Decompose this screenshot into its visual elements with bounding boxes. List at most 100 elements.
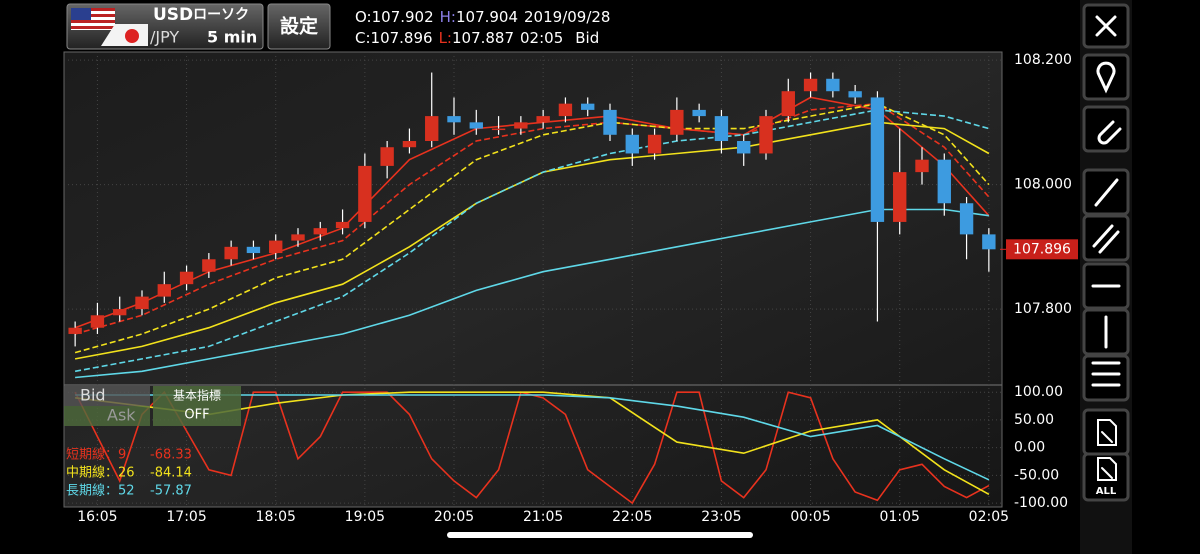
candle-body (380, 147, 394, 166)
candle-body (491, 128, 506, 131)
legend-value: -84.14 (150, 466, 192, 481)
chart-frame (63, 51, 1003, 508)
close-value: 107.896 (371, 29, 433, 47)
x-tick-label: 18:05 (256, 509, 296, 525)
candle-body (514, 122, 528, 129)
y-tick-label: -100.00 (1014, 495, 1068, 511)
candle-body (759, 116, 773, 154)
candle-body (603, 109, 617, 135)
candle-body (425, 116, 439, 142)
settings-button[interactable] (267, 3, 331, 50)
candle-body (135, 296, 149, 310)
candle-body (826, 78, 840, 92)
chart-kind: ローソク (193, 7, 249, 23)
settings-label: 設定 (280, 15, 318, 38)
y-tick-label: 0.00 (1014, 440, 1045, 456)
x-tick-label: 21:05 (523, 509, 563, 525)
x-tick-label: 22:05 (612, 509, 652, 525)
pair-label: USDローソク (153, 5, 249, 25)
candle-body (803, 78, 818, 92)
channel-icon (1092, 224, 1120, 254)
indicator-toggle[interactable] (153, 386, 241, 426)
legend-value: -68.33 (150, 448, 192, 463)
last-price-tag (1006, 239, 1078, 260)
y-tick-label: 50.00 (1014, 412, 1054, 428)
candle-body (937, 159, 951, 204)
candle-body (224, 246, 238, 260)
x-tick-label: 01:05 (880, 509, 920, 525)
y-tick-label: 108.000 (1014, 177, 1072, 193)
candle-body (335, 221, 350, 229)
ask-label: Ask (107, 406, 136, 425)
candle-body (536, 116, 550, 123)
symbol-selector[interactable]: USDローソク /JPY 5 min (66, 3, 264, 50)
candle-body (959, 203, 974, 235)
open-label: O: (355, 8, 372, 26)
candle-body (848, 91, 862, 98)
delete-button[interactable] (1082, 408, 1130, 456)
fib-icon (1091, 361, 1121, 387)
chart-background (64, 52, 1002, 507)
close-icon (1095, 15, 1117, 37)
candle-body (402, 141, 417, 148)
channel-button[interactable] (1082, 214, 1130, 262)
flag-us (71, 8, 115, 30)
candle-body (202, 259, 216, 272)
home-indicator (447, 532, 753, 538)
candle-body (781, 91, 795, 117)
candle-body (447, 116, 461, 123)
last-price-label: 107.896 (1013, 241, 1071, 257)
candle-body (870, 97, 885, 222)
delete-all-icon (1097, 457, 1117, 481)
legend-value: -57.87 (150, 484, 192, 499)
x-tick-label: 20:05 (434, 509, 474, 525)
pair: USD (153, 5, 193, 25)
candle-body (469, 122, 483, 129)
candle-body (157, 284, 171, 297)
candle-body (670, 109, 684, 135)
x-tick-label: 16:05 (77, 509, 117, 525)
x-tick-label: 17:05 (166, 509, 206, 525)
candle-body (558, 103, 573, 117)
quote-currency: /JPY (150, 28, 179, 47)
candle-body (358, 165, 372, 222)
bid-toggle[interactable] (64, 386, 150, 406)
candle-body (179, 271, 194, 285)
candle-body (313, 228, 327, 235)
delete-all-label: ALL (1096, 486, 1117, 497)
line-series (74, 109, 990, 373)
close-label: C: (355, 29, 371, 47)
candle-body (982, 234, 996, 250)
side: Bid (575, 29, 599, 47)
candle-body (647, 134, 662, 154)
candle-body (90, 315, 105, 328)
indicator-state: OFF (184, 408, 209, 423)
y-tick-label: 107.800 (1014, 301, 1072, 317)
x-tick-label: 02:05 (969, 509, 1009, 525)
pin-icon (1096, 61, 1116, 94)
delete-icon (1097, 419, 1117, 446)
low-value: 107.887 (452, 29, 514, 47)
ohlc-row-2: C:107.896 L:107.887 02:05 Bid (355, 29, 599, 47)
y-tick-label: 100.00 (1014, 384, 1063, 400)
candle-body (113, 309, 127, 316)
magnet-icon (1097, 120, 1122, 145)
x-tick-label: 00:05 (790, 509, 830, 525)
legend-name: 中期線：26 (66, 465, 135, 481)
candle-body (737, 141, 751, 154)
candle-body (625, 134, 639, 154)
y-tick-label: -50.00 (1014, 467, 1059, 483)
ask-toggle[interactable] (64, 406, 150, 426)
legend-name: 短期線：9 (66, 447, 126, 463)
high-value: 107.904 (456, 8, 518, 26)
legend-name: 長期線：52 (66, 483, 135, 499)
pin-button[interactable] (1082, 53, 1130, 101)
date: 2019/09/28 (524, 8, 610, 26)
flag-jp (101, 24, 148, 46)
line-series (75, 208, 990, 379)
candle-body (714, 116, 729, 142)
candle-body (692, 109, 706, 117)
indicator-label: 基本指標 (173, 388, 221, 403)
fib-button[interactable] (1082, 354, 1130, 402)
